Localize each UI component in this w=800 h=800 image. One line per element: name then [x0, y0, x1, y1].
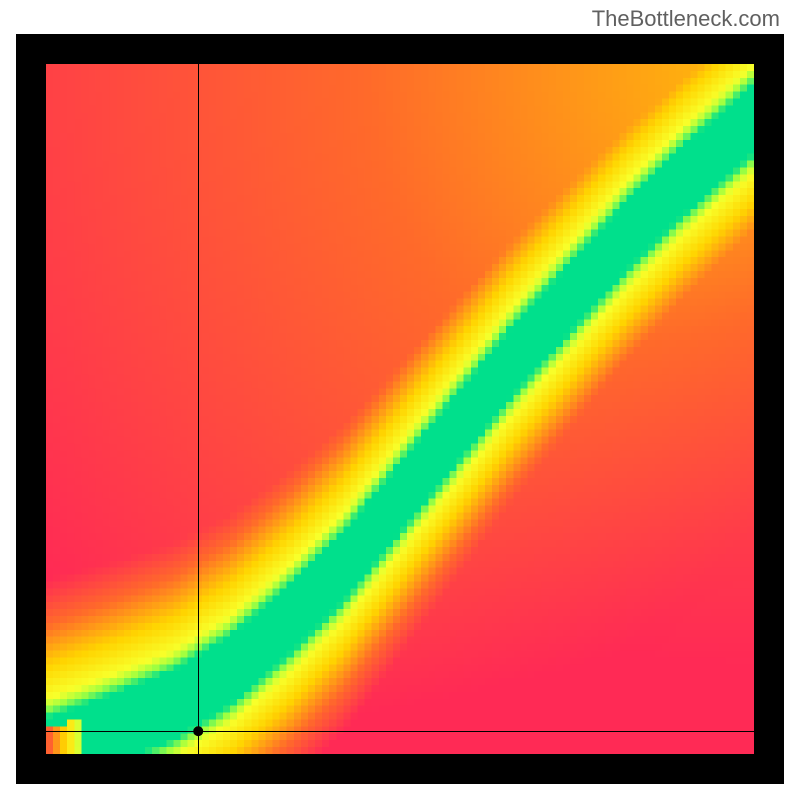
crosshair-horizontal: [46, 731, 754, 732]
watermark-text: TheBottleneck.com: [592, 6, 780, 32]
crosshair-vertical: [198, 64, 199, 754]
crosshair-dot: [46, 64, 754, 754]
chart-container: TheBottleneck.com: [0, 0, 800, 800]
heatmap-area: [46, 64, 754, 754]
